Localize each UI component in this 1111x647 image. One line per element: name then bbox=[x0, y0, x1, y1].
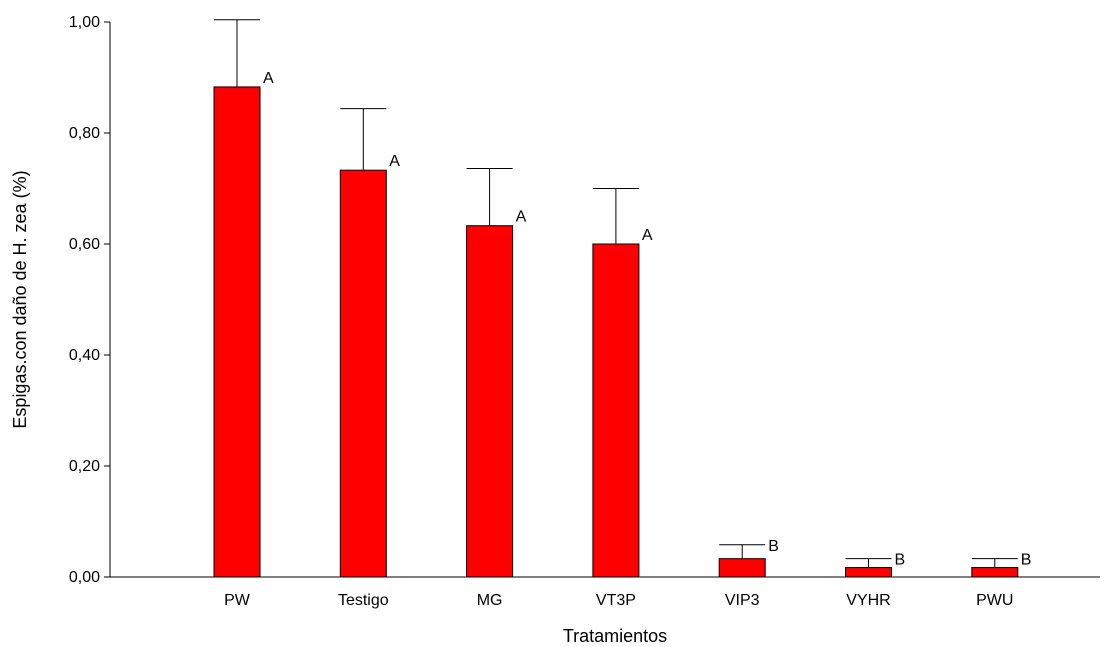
significance-letter: A bbox=[516, 209, 527, 226]
significance-letter: B bbox=[1021, 552, 1032, 569]
y-axis-ticks: 0,00 0,20 0,40 0,60 0,80 1,00 bbox=[69, 14, 110, 586]
x-tick-label: PWU bbox=[976, 592, 1013, 609]
y-tick-label: 0,60 bbox=[69, 236, 100, 253]
x-tick-label: VYHR bbox=[846, 592, 890, 609]
error-bars-group bbox=[214, 19, 1018, 568]
y-axis-title: Espigas.con daño de H. zea (%) bbox=[10, 170, 30, 428]
bar bbox=[213, 86, 261, 578]
y-tick-label: 0,40 bbox=[69, 347, 100, 364]
x-tick-label: Testigo bbox=[338, 592, 389, 609]
bar bbox=[339, 169, 387, 578]
significance-letter: A bbox=[642, 227, 653, 244]
x-tick-label: VIP3 bbox=[725, 592, 760, 609]
significance-letter: A bbox=[263, 70, 274, 87]
bar bbox=[718, 558, 766, 578]
y-tick-label: 0,20 bbox=[69, 458, 100, 475]
bars-group bbox=[213, 86, 1019, 578]
x-axis-title: Tratamientos bbox=[563, 626, 667, 646]
bar bbox=[466, 225, 514, 578]
significance-letter: A bbox=[389, 153, 400, 170]
y-tick-label: 0,00 bbox=[69, 569, 100, 586]
significance-letter: B bbox=[768, 538, 779, 555]
significance-letters-group: A A A A B B B bbox=[263, 70, 1031, 569]
x-tick-label: PW bbox=[224, 592, 251, 609]
x-tick-label: VT3P bbox=[596, 592, 636, 609]
bar bbox=[845, 567, 892, 578]
significance-letter: B bbox=[895, 552, 906, 569]
bar bbox=[592, 243, 640, 578]
y-tick-label: 0,80 bbox=[69, 125, 100, 142]
x-axis-ticks: PW Testigo MG VT3P VIP3 VYHR PWU bbox=[224, 592, 1013, 609]
x-tick-label: MG bbox=[477, 592, 503, 609]
y-tick-label: 1,00 bbox=[69, 14, 100, 31]
bar bbox=[971, 567, 1019, 578]
